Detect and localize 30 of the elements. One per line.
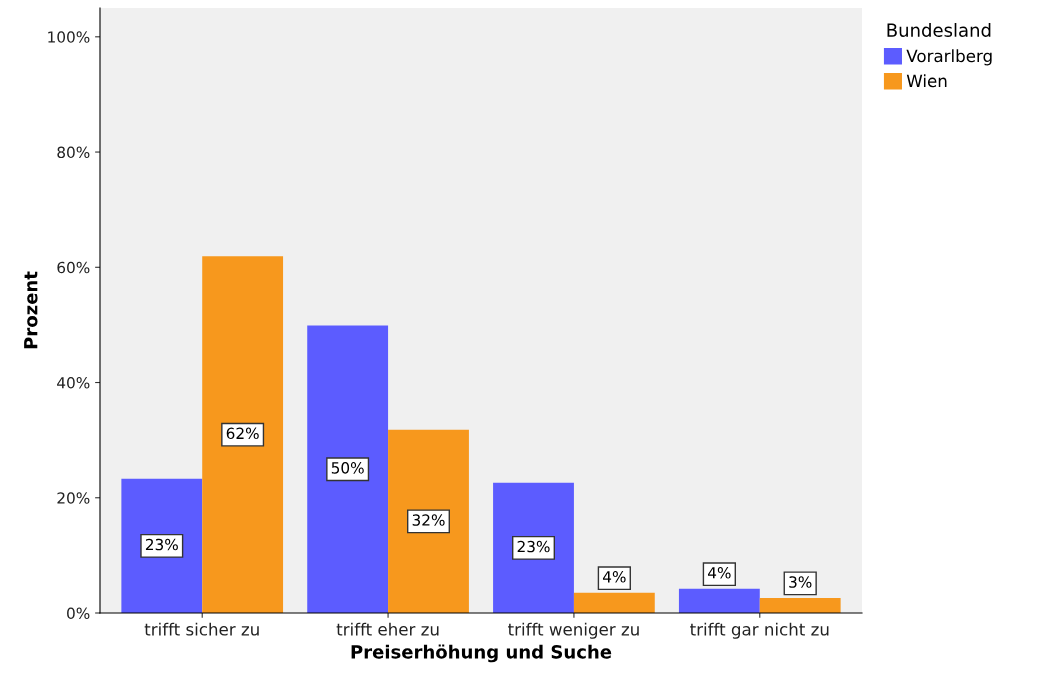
bar xyxy=(121,478,203,613)
x-tick-label: trifft gar nicht zu xyxy=(690,622,829,639)
data-label: 50% xyxy=(331,462,364,474)
y-tick-label: 0% xyxy=(67,607,90,620)
y-tick-label: 80% xyxy=(57,146,90,159)
data-label: 4% xyxy=(602,571,626,583)
data-label: 4% xyxy=(707,567,731,579)
legend-label: Wien xyxy=(906,74,947,88)
x-tick-label: trifft sicher zu xyxy=(144,622,259,636)
y-tick-label: 20% xyxy=(57,492,90,504)
data-label: 62% xyxy=(226,427,259,440)
x-tick-label: trifft eher zu xyxy=(336,622,439,636)
y-tick-label: 40% xyxy=(57,376,90,389)
data-label: 23% xyxy=(145,538,178,551)
bar xyxy=(307,325,389,613)
data-label: 32% xyxy=(412,514,445,526)
x-tick-label: trifft weniger zu xyxy=(508,622,639,639)
y-tick-label: 60% xyxy=(57,261,90,274)
bar xyxy=(759,598,841,613)
x-axis-title: Preiserhöhung und Suche xyxy=(351,644,612,663)
bar xyxy=(573,592,655,613)
data-label: 23% xyxy=(517,540,550,553)
bar xyxy=(678,588,760,613)
y-axis-title: Prozent xyxy=(24,271,38,349)
bar xyxy=(202,256,284,613)
bar xyxy=(388,429,469,613)
legend-label: Vorarlberg xyxy=(906,49,992,66)
legend-title: Bundesland xyxy=(887,23,991,37)
y-tick-label: 100% xyxy=(48,31,90,43)
data-label: 3% xyxy=(789,576,812,588)
